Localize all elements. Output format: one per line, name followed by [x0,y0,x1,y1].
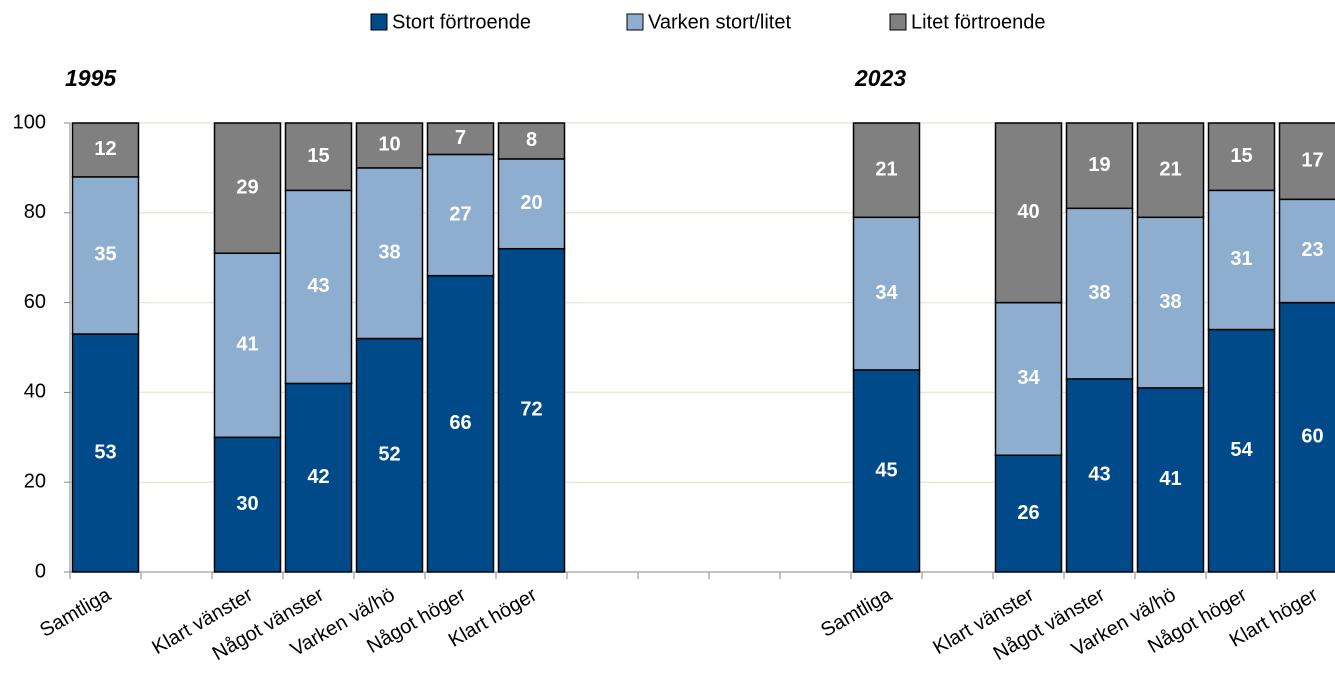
bar-segment [355,122,424,169]
value-label: 45 [875,459,897,481]
bar-segment [213,436,282,573]
bar-segment [994,454,1063,573]
value-label: 30 [236,493,258,515]
value-label: 31 [1230,248,1252,270]
value-label: 66 [449,412,471,434]
bar-segment [497,122,566,160]
value-label: 12 [94,138,116,160]
value-label: 38 [378,241,400,263]
y-tick-label: 80 [24,201,46,223]
bar-segment [994,122,1063,304]
bar-segment [852,369,921,573]
value-label: 40 [1017,201,1039,223]
value-label: 34 [875,282,898,304]
x-tick-label: Samtliga [817,583,896,641]
legend-swatch [370,13,388,31]
value-label: 23 [1301,239,1323,261]
bar-segment [213,122,282,254]
bar-segment [994,301,1063,457]
value-label: 21 [875,158,897,180]
y-tick-label: 40 [24,381,46,403]
bar-segment [1207,328,1276,573]
legend-label: Litet förtroende [911,11,1046,33]
value-label: 21 [1159,158,1181,180]
bar-segment [1207,189,1276,331]
value-label: 41 [1159,468,1181,490]
bar-segment [284,122,353,192]
bar-segment [1136,387,1205,573]
value-label: 15 [307,145,329,167]
value-label: 7 [455,127,466,149]
bar-segment [852,122,921,219]
value-label: 27 [449,203,471,225]
value-label: 38 [1088,282,1110,304]
value-label: 72 [520,399,542,421]
bar-segment [1065,378,1134,573]
bar-segment [71,176,140,335]
bar-segment [355,337,424,573]
value-label: 34 [1017,367,1040,389]
legend-swatch [626,13,644,31]
bar-segment [1278,122,1335,201]
value-label: 35 [94,244,116,266]
bar-segment [426,274,495,573]
bar-segment [1278,301,1335,573]
value-label: 38 [1159,291,1181,313]
value-label: 10 [378,134,400,156]
bar-segment [71,122,140,178]
bar-segment [497,247,566,573]
bar-segment [852,216,921,371]
legend-label: Stort förtroende [392,11,531,33]
value-label: 15 [1230,145,1252,167]
value-label: 41 [236,334,258,356]
value-label: 54 [1230,439,1253,461]
value-label: 43 [1088,464,1110,486]
bar-segment [355,167,424,340]
value-label: 17 [1301,149,1323,171]
group-label: 2023 [854,65,906,91]
group-label: 1995 [65,65,117,91]
bar-segment [1065,122,1134,210]
legend-label: Varken stort/litet [648,11,791,33]
y-tick-label: 20 [24,470,46,492]
value-label: 53 [94,441,116,463]
value-label: 19 [1088,154,1110,176]
value-label: 29 [236,176,258,198]
value-label: 26 [1017,502,1039,524]
bar-segment [1065,207,1134,380]
value-label: 42 [307,466,329,488]
bar-segment [71,333,140,573]
y-tick-label: 100 [13,111,46,133]
y-tick-label: 60 [24,291,46,313]
bar-segment [1207,122,1276,192]
value-label: 8 [526,129,537,151]
y-tick-label: 0 [35,560,46,582]
bar-segment [284,382,353,573]
legend-swatch [889,13,907,31]
value-label: 43 [307,275,329,297]
x-tick-label: Samtliga [36,583,115,641]
bar-segment [213,252,282,439]
value-label: 52 [378,444,400,466]
bar-segment [1278,198,1335,304]
bar-segment [426,122,495,156]
bar-segment [1136,122,1205,219]
value-label: 20 [520,192,542,214]
value-label: 60 [1301,426,1323,448]
